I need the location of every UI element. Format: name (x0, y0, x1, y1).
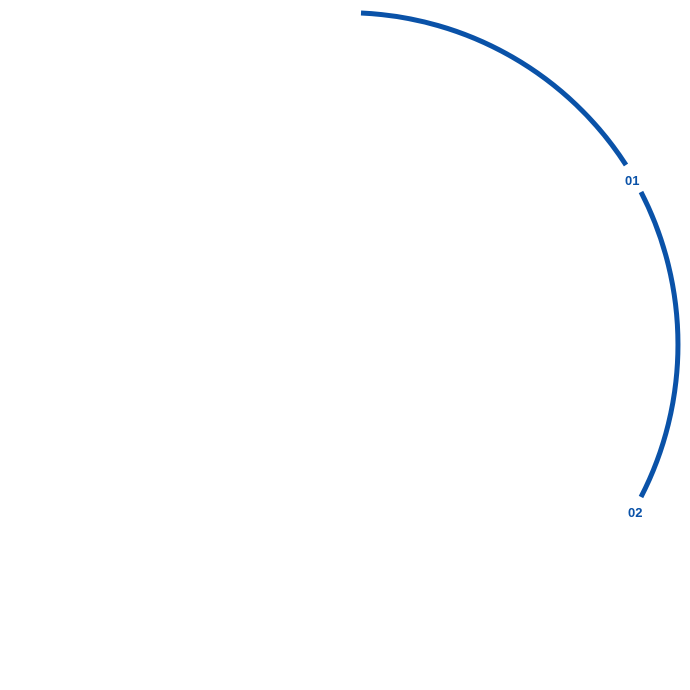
marker-label-01: 01 (625, 173, 639, 188)
arc-segment-1 (360, 10, 629, 167)
arc-segment-2 (638, 190, 681, 499)
marker-label-02: 02 (628, 505, 642, 520)
